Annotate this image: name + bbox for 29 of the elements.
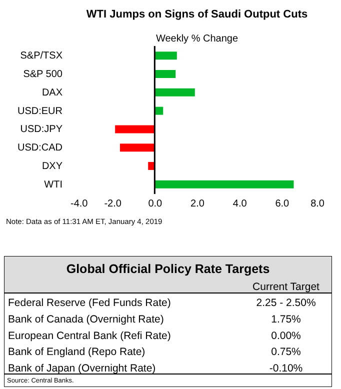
x-tick-label: 0.0	[148, 198, 163, 210]
category-label: Federal Reserve (Fed Funds Rate)	[8, 297, 171, 309]
y-tick-label: S&P 500	[23, 69, 63, 80]
x-tick-label: -4.0	[70, 198, 88, 210]
category-label: Bank of England (Repo Rate)	[8, 346, 146, 358]
text: 1.75%	[271, 313, 301, 326]
text: Global Official Policy Rate Targets	[66, 262, 270, 276]
category-label: Bank of Canada (Overnight Rate)	[8, 313, 164, 326]
chart-subtitle: Weekly % Change	[156, 33, 238, 44]
y-tick-label: DAX	[42, 87, 63, 98]
y-tick-label: DXY	[42, 160, 63, 172]
text: -0.10%	[269, 362, 303, 375]
x-tick-label: 4.0	[232, 198, 248, 210]
x-tick-label: -2.0	[104, 198, 122, 210]
text: 2.25 - 2.50%	[256, 297, 316, 309]
text: Current Target	[252, 281, 320, 293]
text: 0.00%	[271, 330, 301, 342]
y-tick-label: USD:JPY	[20, 124, 63, 136]
x-tick-label: 6.0	[275, 198, 290, 210]
category-label: Bank of Japan (Overnight Rate)	[8, 362, 156, 375]
y-tick-label: WTI	[44, 179, 62, 190]
chart-title: WTI Jumps on Signs of Saudi Output Cuts	[86, 8, 308, 20]
x-tick-label: 2.0	[190, 198, 205, 210]
text: 0.75%	[271, 346, 301, 358]
category-label: European Central Bank (Refi Rate)	[8, 330, 171, 342]
y-tick-label: USD:CAD	[17, 142, 62, 154]
x-tick-label: 8.0	[310, 198, 325, 210]
y-tick-label: S&P/TSX	[20, 50, 63, 62]
y-tick-label: USD:EUR	[17, 106, 62, 117]
